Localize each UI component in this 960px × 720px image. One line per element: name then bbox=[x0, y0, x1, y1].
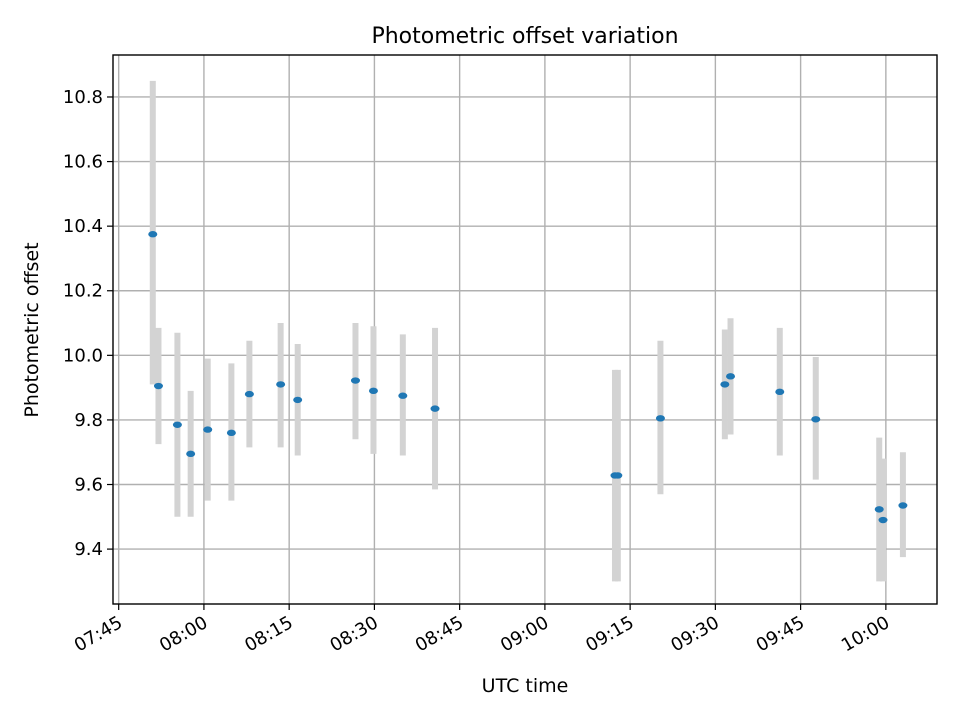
x-axis-ticks: 07:45 08:00 08:15 08:30 08:45 09:00 09:15 09:30… bbox=[71, 604, 893, 656]
data-point bbox=[613, 472, 623, 479]
x-tick-label: 09:15 bbox=[582, 612, 637, 656]
x-tick-label: 08:30 bbox=[326, 612, 381, 656]
y-tick-label: 9.4 bbox=[74, 539, 103, 560]
data-point bbox=[430, 405, 440, 412]
data-point bbox=[398, 392, 408, 399]
data-point bbox=[276, 381, 286, 388]
data-points bbox=[148, 231, 908, 524]
y-tick-label: 10.6 bbox=[63, 152, 103, 173]
data-point bbox=[898, 502, 908, 509]
x-tick-label: 10:00 bbox=[838, 612, 893, 656]
data-point bbox=[148, 231, 158, 238]
data-point bbox=[811, 416, 821, 423]
x-tick-label: 09:00 bbox=[497, 612, 552, 656]
y-tick-label: 9.6 bbox=[74, 475, 103, 496]
data-point bbox=[153, 382, 163, 390]
x-tick-label: 08:45 bbox=[412, 612, 467, 656]
data-point bbox=[244, 390, 254, 398]
x-tick-label: 07:45 bbox=[71, 612, 126, 656]
data-point bbox=[720, 381, 730, 388]
data-point bbox=[368, 387, 378, 395]
y-tick-label: 9.8 bbox=[74, 410, 103, 431]
data-point bbox=[172, 421, 182, 428]
y-tick-label: 10.0 bbox=[63, 345, 103, 366]
x-axis-label: UTC time bbox=[482, 675, 569, 697]
y-axis-label: Photometric offset bbox=[21, 242, 43, 417]
chart-title: Photometric offset variation bbox=[371, 24, 678, 49]
data-point bbox=[775, 388, 785, 396]
x-tick-label: 08:00 bbox=[156, 612, 211, 656]
data-point bbox=[874, 506, 884, 513]
data-point bbox=[203, 426, 213, 433]
data-point bbox=[186, 450, 196, 458]
data-point bbox=[293, 396, 303, 404]
x-tick-label: 09:45 bbox=[753, 612, 808, 656]
plot-frame bbox=[112, 54, 938, 605]
data-point bbox=[878, 516, 888, 524]
grid bbox=[113, 55, 937, 604]
data-point bbox=[226, 429, 236, 437]
error-bars bbox=[149, 80, 906, 582]
y-axis-ticks: 9.4 9.6 9.8 10.0 10.2 10.4 10.6 10.8 bbox=[63, 87, 113, 560]
data-point bbox=[655, 415, 665, 422]
y-tick-label: 10.4 bbox=[63, 216, 103, 237]
x-tick-label: 09:30 bbox=[667, 612, 722, 656]
y-tick-label: 10.8 bbox=[63, 87, 103, 108]
data-point bbox=[726, 373, 736, 380]
data-point bbox=[350, 377, 360, 384]
y-tick-label: 10.2 bbox=[63, 281, 103, 302]
x-tick-label: 08:15 bbox=[241, 612, 296, 656]
